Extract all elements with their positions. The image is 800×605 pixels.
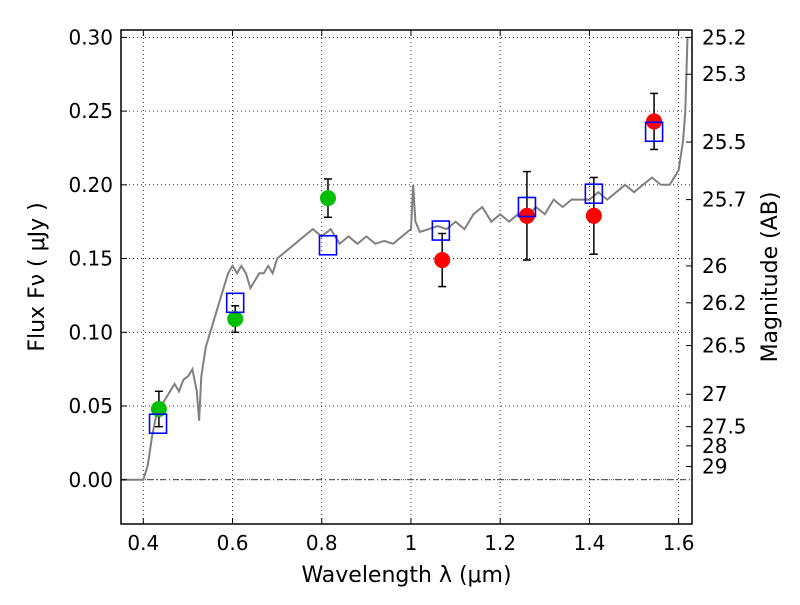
data-point-red [585,207,602,224]
right-tick-label: 25.7 [702,188,747,212]
model-box [318,234,338,256]
x-tick-label: 0.6 [217,531,249,555]
model-box [644,121,664,143]
right-tick-label: 26.5 [702,334,747,358]
y-axis-right-label: Magnitude (AB) [758,192,783,363]
x-tick-label: 1.2 [484,531,516,555]
x-axis-label: Wavelength λ (μm) [301,563,511,588]
x-tick-label: 1.4 [573,531,605,555]
model-box [148,413,168,435]
x-tick-label: 1 [405,531,418,555]
y-tick-label: 0.10 [68,320,113,344]
y-tick-label: 0.05 [68,394,113,418]
y-tick-label: 0.20 [68,173,113,197]
y-tick-label: 0.00 [68,468,113,492]
y-tick-label: 0.30 [68,25,113,49]
grid-layer [121,30,692,524]
y-axis-label: Flux Fν ( μJy ) [25,202,50,351]
x-tick-label: 0.4 [127,531,159,555]
data-point-green [319,190,336,207]
model-box [225,292,245,314]
right-tick-label: 25.5 [702,130,747,154]
y-tick-label: 0.15 [68,247,113,271]
right-tick-label: 29 [702,454,727,478]
model-box [517,196,537,218]
data-point-green [227,311,244,328]
right-tick-label: 26 [702,254,727,278]
spectrum-line [121,37,689,481]
x-tick-label: 0.8 [306,531,338,555]
data-point-green [150,400,167,417]
right-tick-label: 26.2 [702,291,747,315]
model-box [431,220,451,241]
right-tick-label: 25.2 [702,25,747,49]
right-tick-label: 25.3 [702,62,747,86]
x-tick-label: 1.6 [663,531,695,555]
y-tick-label: 0.25 [68,99,113,123]
spectrum-layer [121,37,689,481]
marker-layer [148,92,664,435]
data-point-red [434,252,451,269]
right-tick-label: 27 [702,382,727,406]
data-point-red [646,113,663,130]
right-tick-label: 28 [702,434,727,458]
tick-layer: 0.4 0.6 0.8 1 1.2 1.4 1.6 0.00 0.05 0.10 0.15 0.20 0… [68,25,746,555]
plot-frame [120,29,693,525]
model-box [584,183,604,204]
right-tick-label: 27.5 [702,415,747,439]
